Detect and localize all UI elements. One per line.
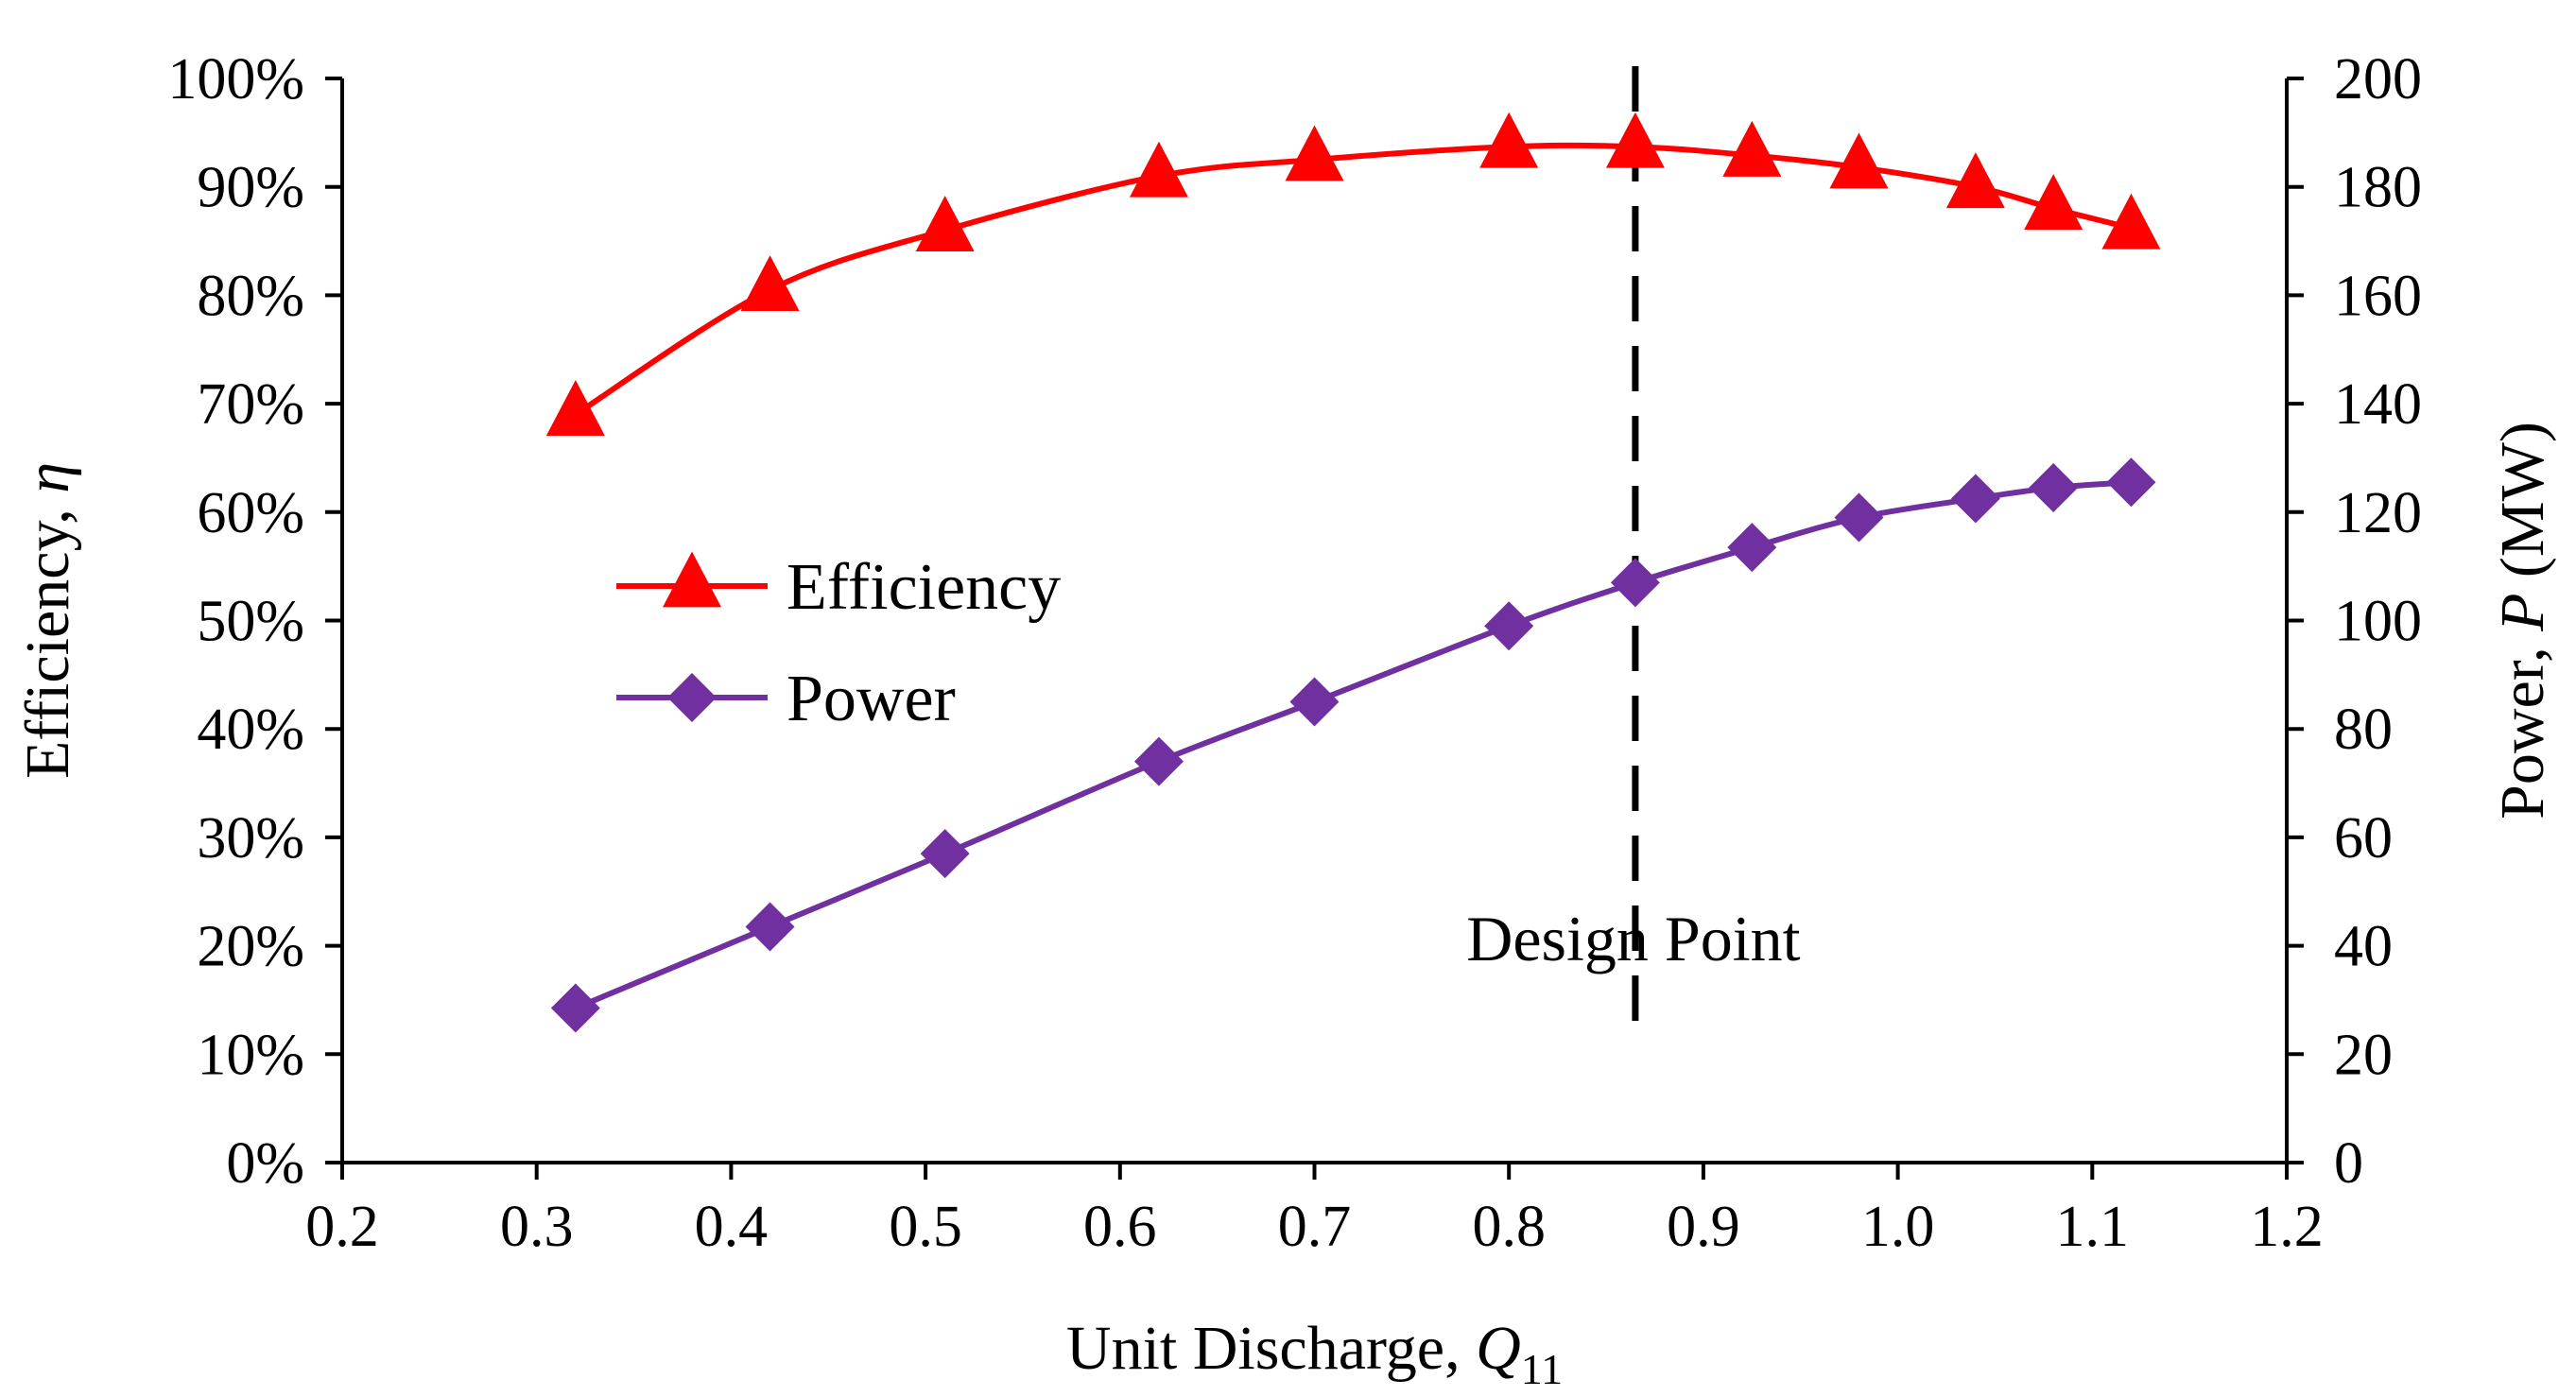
y-right-tick-label: 80 <box>2334 698 2393 762</box>
legend-item-power: Power <box>616 663 956 735</box>
efficiency-point <box>740 255 800 312</box>
x-tick-label: 0.4 <box>695 1195 769 1259</box>
y-left-tick-label: 80% <box>197 264 304 328</box>
y-left-tick-label: 70% <box>197 372 304 437</box>
series-power <box>550 457 2156 1033</box>
efficiency-point <box>915 196 975 251</box>
efficiency-line <box>574 142 2133 418</box>
power-point <box>1289 677 1340 727</box>
x-tick-label: 1.1 <box>2056 1195 2130 1259</box>
power-point <box>1610 558 1660 608</box>
efficiency-point <box>2101 193 2161 250</box>
power-point <box>1727 523 1777 573</box>
x-tick-label: 0.3 <box>500 1195 574 1259</box>
tick-labels: 0.2 0.3 0.4 0.5 0.6 0.7 0.8 0.9 1.0 1.1 1.2 0% 10% 20… <box>167 47 2422 1259</box>
y-right-tick-label: 160 <box>2334 264 2422 328</box>
legend-label: Efficiency <box>787 551 1061 624</box>
y-axis-right-title: Power, P (MW) <box>2488 422 2557 819</box>
axes <box>325 77 2304 1180</box>
y-left-tick-label: 20% <box>197 915 304 979</box>
efficiency-point <box>1129 141 1188 198</box>
efficiency-point <box>2024 174 2083 231</box>
y-left-tick-label: 60% <box>197 481 304 545</box>
y-right-tick-label: 60 <box>2334 806 2393 871</box>
power-point <box>920 829 970 879</box>
y-left-tick-label: 50% <box>197 590 304 654</box>
power-point <box>1950 474 2000 524</box>
axis-titles: Unit Discharge, Q11 Efficiency, η Power, P… <box>13 422 2557 1393</box>
efficiency-point <box>1285 125 1344 181</box>
x-tick-label: 0.6 <box>1083 1195 1157 1259</box>
x-axis-title: Unit Discharge, Q11 <box>1066 1314 1563 1393</box>
efficiency-point <box>1829 132 1889 189</box>
series-group <box>545 112 2161 1033</box>
x-tick-label: 0.8 <box>1472 1195 1546 1259</box>
y-right-tick-label: 140 <box>2334 372 2422 437</box>
design-point-label: Design Point <box>1466 903 1800 974</box>
y-right-tick-label: 200 <box>2334 47 2422 112</box>
power-point <box>550 983 600 1033</box>
power-point <box>745 902 795 952</box>
x-tick-label: 0.2 <box>305 1195 379 1259</box>
y-right-tick-label: 20 <box>2334 1023 2393 1087</box>
x-tick-label: 0.7 <box>1278 1195 1352 1259</box>
efficiency-point <box>1945 152 2005 209</box>
legend: Efficiency Power <box>616 551 1061 735</box>
design-point: Design Point <box>1466 66 1801 1021</box>
power-point <box>1484 601 1534 651</box>
y-right-tick-label: 100 <box>2334 590 2422 654</box>
x-tick-label: 1.2 <box>2250 1195 2324 1259</box>
power-point <box>1133 736 1184 786</box>
power-point <box>2029 462 2079 512</box>
legend-marker <box>663 551 721 608</box>
efficiency-point <box>1722 120 1782 177</box>
y-left-tick-label: 90% <box>197 156 304 220</box>
y-right-tick-label: 0 <box>2334 1131 2363 1196</box>
y-right-tick-label: 180 <box>2334 156 2422 220</box>
y-left-tick-label: 40% <box>197 698 304 762</box>
y-right-tick-label: 40 <box>2334 915 2393 979</box>
efficiency-point <box>545 380 605 436</box>
y-left-tick-label: 100% <box>167 47 304 112</box>
efficiency-point <box>1605 112 1665 168</box>
y-left-tick-label: 0% <box>226 1131 304 1196</box>
x-tick-label: 1.0 <box>1861 1195 1935 1259</box>
legend-marker <box>667 673 717 722</box>
efficiency-point <box>1479 112 1539 168</box>
series-efficiency <box>545 112 2161 436</box>
power-point <box>1834 492 1884 543</box>
y-axis-left-title: Efficiency, η <box>13 462 82 779</box>
legend-item-efficiency: Efficiency <box>616 551 1061 624</box>
x-tick-label: 0.5 <box>889 1195 962 1259</box>
power-point <box>2106 457 2156 508</box>
y-right-tick-label: 120 <box>2334 481 2422 545</box>
y-left-tick-label: 10% <box>197 1023 304 1087</box>
y-left-tick-label: 30% <box>197 806 304 871</box>
x-tick-label: 0.9 <box>1667 1195 1740 1259</box>
legend-label: Power <box>787 663 956 735</box>
